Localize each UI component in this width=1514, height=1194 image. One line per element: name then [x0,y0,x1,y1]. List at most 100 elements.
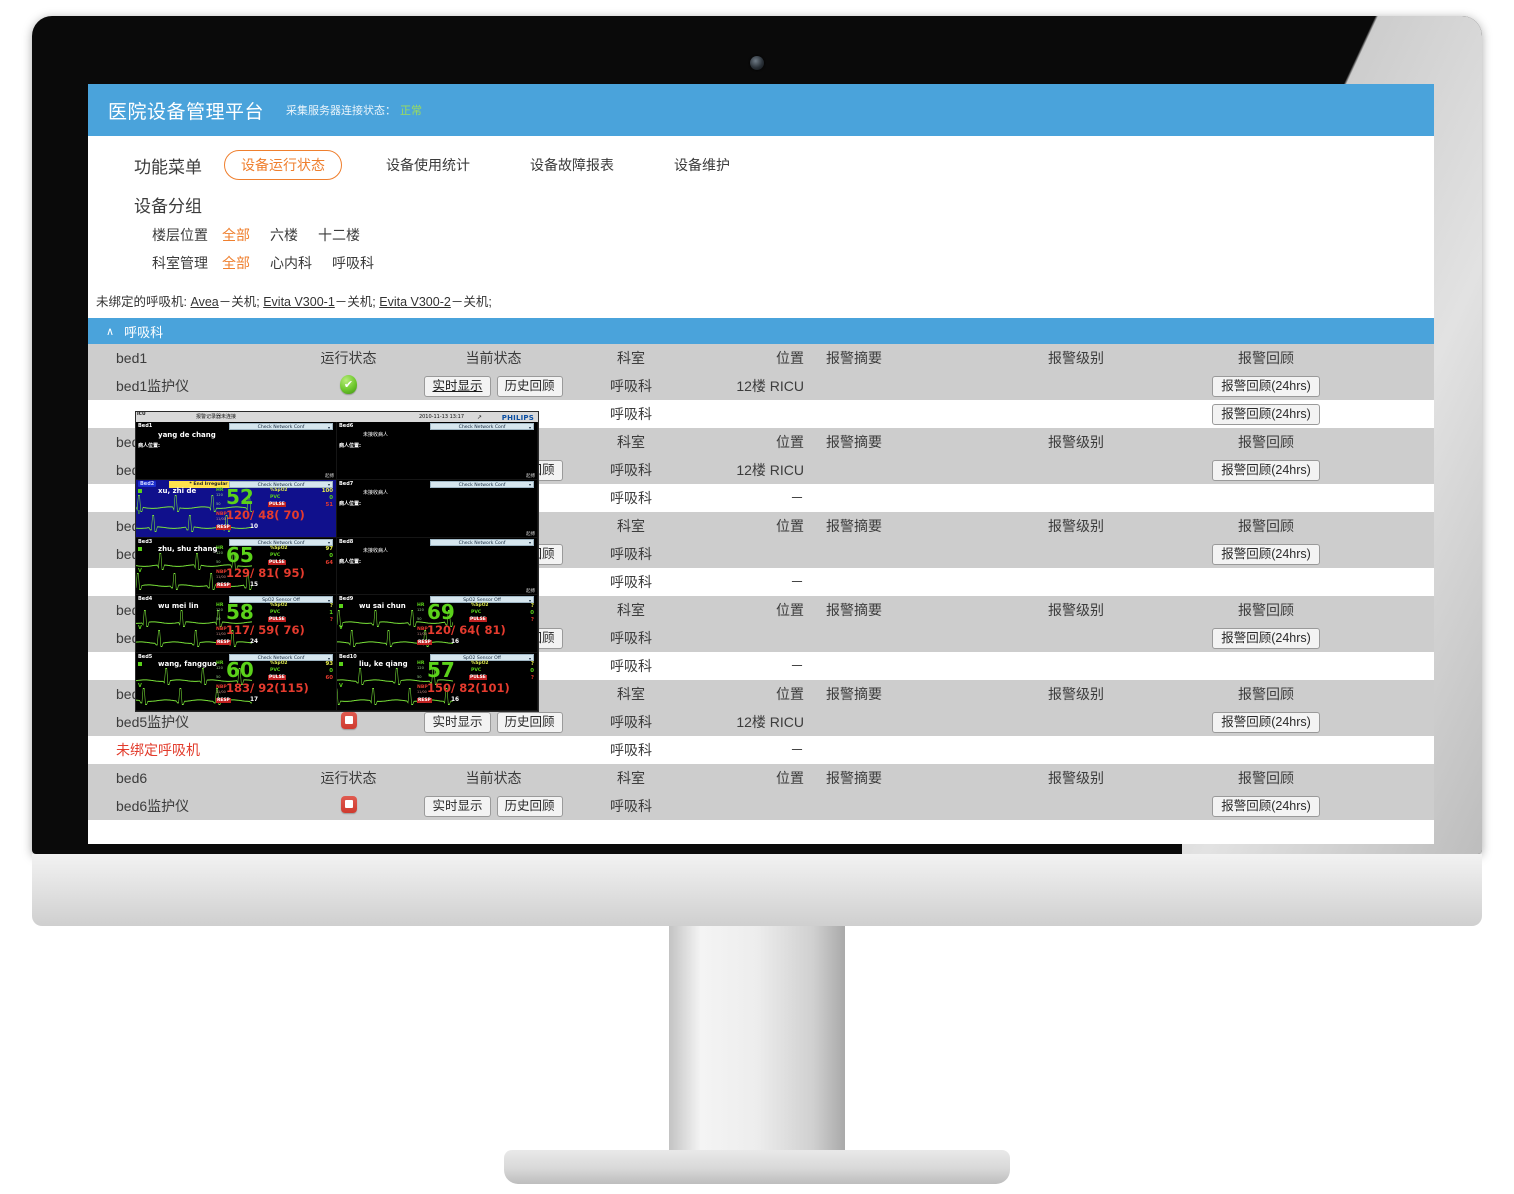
philips-ecg-wave-bottom [136,572,252,594]
philips-hr-value: 60 [226,658,254,683]
philips-network-conf-dropdown[interactable]: SpO2 Sensor Off [430,654,534,662]
philips-pulse-value: 51 [325,501,333,508]
philips-hr-label: HR [216,545,224,551]
philips-bed-number: Bed9 [339,596,354,603]
philips-hr-low-limit: 50 [216,675,221,680]
philips-hr-value: 57 [427,658,455,683]
header-run-status: 运行状态 [320,770,377,786]
philips-topbar: ICU 报警记录器未连接 2010-11-13 13:17 ↗ PHILIPS [136,412,538,422]
unbound-state-evita1: －关机; [334,295,376,309]
philips-pulse-label: PULSE [469,617,487,623]
unbound-device-avea[interactable]: Avea [190,295,219,309]
filter-dept-all[interactable]: 全部 [222,255,250,271]
philips-hr-high-limit: 120 [216,608,223,613]
philips-lead-marker-icon [339,604,343,609]
filter-floor-12f[interactable]: 十二楼 [318,227,360,243]
philips-vitals-panel: HR 120 50 58 %SpO2? PVC 1 PULSE? NBP 11/00 117/ 59… [214,602,334,651]
history-review-button[interactable]: 历史回顾 [496,375,563,397]
live-display-button[interactable]: 实时显示 [424,711,491,733]
header-location: 位置 [776,602,804,618]
server-status: 采集服务器连接状态： 正常 [286,102,422,118]
philips-pulse-label: PULSE [268,617,286,623]
pad-cell [1356,372,1434,400]
run-status-cell [286,708,411,736]
philips-spo2-label: %SpO2 [270,603,288,609]
philips-pvc-value: 0 [329,494,333,501]
header-alarm-level: 报警级别 [1048,686,1104,702]
tab-device-usage[interactable]: 设备使用统计 [386,157,470,173]
philips-lead-label: I [138,509,140,516]
philips-vitals-panel: HR 120 50 52 %SpO2 100 PVC 0 PULSE 51 NBP 11/00 120/… [214,487,334,536]
page-title: 医院设备管理平台 [108,101,265,123]
history-review-button[interactable]: 历史回顾 [496,711,563,733]
philips-patient-name: zhu, shu zhang [158,544,218,553]
vent-location-cell: － [790,658,804,674]
live-display-button[interactable]: 实时显示 [424,375,491,397]
header-location: 位置 [776,350,804,366]
department-accordion-bar[interactable]: ∧ 呼吸科 [88,318,1434,344]
philips-hr-high-limit: 120 [216,666,223,671]
philips-network-conf-dropdown[interactable]: Check Network Conf [229,423,333,431]
philips-central-station-overlay[interactable]: ICU 报警记录器未连接 2010-11-13 13:17 ↗ PHILIPS … [135,411,539,712]
header-pad [1356,512,1434,540]
header-dept: 科室 [617,686,645,702]
philips-hr-value: 65 [226,542,254,567]
philips-ecg-wave-bottom [337,629,453,651]
live-display-button[interactable]: 实时显示 [424,795,491,817]
philips-bed-number: Bed5 [138,654,153,661]
alarm-level-cell [976,372,1176,400]
filter-floor-all[interactable]: 全部 [222,227,250,243]
tab-device-maintenance[interactable]: 设备维护 [674,157,730,173]
philips-ecg-wave-bottom [136,687,252,709]
philips-ecg-wave-bottom [337,687,453,709]
alarm-review-24h-button[interactable]: 报警回顾(24hrs) [1212,543,1320,565]
chevron-up-icon[interactable]: ∧ [106,325,115,338]
filter-dept-cardio[interactable]: 心内科 [270,255,312,271]
vent-location-cell: － [790,490,804,506]
philips-network-conf-dropdown[interactable]: SpO2 Sensor Off [430,596,534,604]
philips-bed-tile[interactable]: Bed1 Check Network Conf yang de chang 病人位置:… [136,422,337,480]
alarm-review-24h-button[interactable]: 报警回顾(24hrs) [1212,711,1320,733]
philips-no-patient-label: 未接收病人 [363,547,389,554]
history-review-button[interactable]: 历史回顾 [496,795,563,817]
alarm-review-24h-button[interactable]: 报警回顾(24hrs) [1212,403,1320,425]
pad-cell [1356,456,1434,484]
philips-network-conf-dropdown[interactable]: Check Network Conf [430,423,534,431]
philips-vitals-panel: HR 120 50 60 %SpO2 93 PVC 0 PULSE 60 NBP 11/00 183/ … [214,658,334,709]
philips-network-conf-dropdown[interactable]: Check Network Conf [229,538,333,546]
philips-bed-tile[interactable]: Bed5 Check Network Conf wang, fangguo V HR12… [136,653,337,711]
table-row: bed6监护仪 实时显示 历史回顾 呼吸科 报警回顾(24hrs) [88,792,1434,820]
unbound-device-evita1[interactable]: Evita V300-1 [263,295,335,309]
filter-floor-6f[interactable]: 六楼 [270,227,298,243]
tab-device-status[interactable]: 设备运行状态 [224,150,342,180]
philips-patient-name: wu sai chun [359,602,406,611]
philips-network-conf-dropdown[interactable]: SpO2 Sensor Off [229,596,333,604]
alarm-review-24h-button[interactable]: 报警回顾(24hrs) [1212,375,1320,397]
unbound-device-evita2[interactable]: Evita V300-2 [379,295,451,309]
filter-dept-resp[interactable]: 呼吸科 [332,255,374,271]
philips-network-conf-dropdown[interactable]: Check Network Conf [430,480,534,488]
alarm-review-24h-button[interactable]: 报警回顾(24hrs) [1212,795,1320,817]
pad-cell [1356,624,1434,652]
philips-logo: PHILIPS [501,413,534,422]
philips-bed-tile[interactable]: Bed2 * End Irregular HR Check Network Conf… [136,479,337,538]
philips-network-conf-dropdown[interactable]: Check Network Conf [229,654,333,662]
alarm-review-24h-button[interactable]: 报警回顾(24hrs) [1212,627,1320,649]
philips-network-conf-dropdown[interactable]: Check Network Conf [430,538,534,546]
alarm-review-24h-button[interactable]: 报警回顾(24hrs) [1212,459,1320,481]
vent-alarm-summary-cell [810,484,976,512]
tab-device-fault[interactable]: 设备故障报表 [530,157,614,173]
philips-network-conf-dropdown[interactable]: Check Network Conf [229,480,333,488]
header-alarm-summary: 报警摘要 [826,686,882,702]
vent-alarm-review-cell [1176,652,1356,680]
header-alarm-review: 报警回顾 [1238,686,1294,702]
philips-spo2-value: 97 [325,545,333,552]
philips-nbp-limit: 11/00 [216,574,226,579]
